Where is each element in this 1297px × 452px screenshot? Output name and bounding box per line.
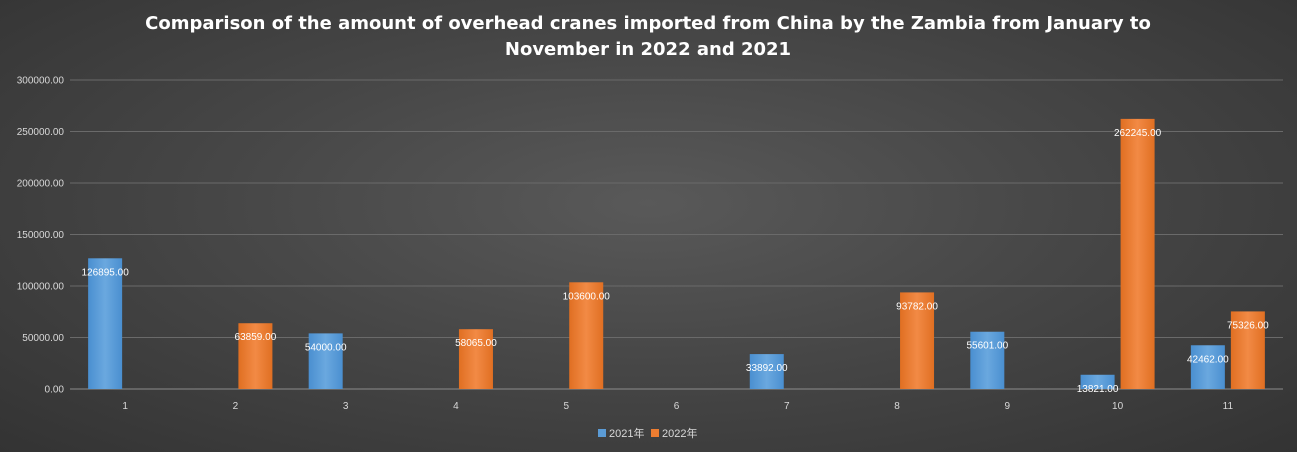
y-tick-label: 300000.00 <box>17 76 65 87</box>
bar-2021年-9 <box>970 331 1005 389</box>
data-label: 58065.00 <box>455 338 497 349</box>
data-label: 55601.00 <box>966 341 1008 352</box>
y-tick-label: 50000.00 <box>22 333 64 344</box>
bar-2021年-1 <box>88 258 123 389</box>
y-tick-label: 100000.00 <box>17 282 65 293</box>
data-labels: 126895.00 63859.00 54000.00 58065.00 103600.… <box>81 128 1269 395</box>
bar-2022年-10 <box>1120 118 1155 390</box>
legend-swatch <box>598 429 606 437</box>
data-label: 63859.00 <box>235 332 277 343</box>
bar-2022年-4 <box>458 329 493 389</box>
x-axis: 1 2 3 4 5 6 7 8 9 10 11 <box>122 401 1233 412</box>
data-label: 126895.00 <box>81 267 129 278</box>
data-label: 75326.00 <box>1227 320 1269 331</box>
bar-2021年-10 <box>1080 374 1115 389</box>
legend-label[interactable]: 2021年 <box>609 426 644 440</box>
chart-title-line-2: November in 2022 and 2021 <box>505 39 791 60</box>
x-tick-label: 6 <box>674 401 680 412</box>
bar-2022年-5 <box>569 282 604 389</box>
bar-2021年-11 <box>1190 345 1225 389</box>
data-label: 33892.00 <box>746 363 788 374</box>
data-label: 13821.00 <box>1077 384 1119 395</box>
x-tick-label: 3 <box>343 401 349 412</box>
data-label: 103600.00 <box>563 291 611 302</box>
y-tick-label: 0.00 <box>45 385 65 396</box>
x-tick-label: 5 <box>563 401 569 412</box>
y-tick-label: 200000.00 <box>17 179 65 190</box>
x-tick-label: 2 <box>233 401 239 412</box>
y-tick-label: 250000.00 <box>17 127 65 138</box>
y-axis: 0.00 50000.00 100000.00 150000.00 200000.00 2… <box>17 76 65 396</box>
data-label: 54000.00 <box>305 342 347 353</box>
x-tick-label: 11 <box>1223 401 1234 412</box>
bar-2022年-11 <box>1230 311 1265 389</box>
y-tick-label: 150000.00 <box>17 230 65 241</box>
bar-2022年-2 <box>238 323 273 389</box>
x-tick-label: 1 <box>122 401 128 412</box>
legend[interactable]: 2021年 2022年 <box>598 426 697 440</box>
legend-swatch <box>651 429 659 437</box>
bar-2021年-7 <box>749 354 784 389</box>
data-label: 93782.00 <box>896 301 938 312</box>
data-label: 262245.00 <box>1114 128 1162 139</box>
x-tick-label: 7 <box>784 401 790 412</box>
legend-label[interactable]: 2022年 <box>662 426 697 440</box>
x-tick-label: 4 <box>453 401 459 412</box>
chart-title-line-1: Comparison of the amount of overhead cra… <box>145 13 1151 34</box>
x-tick-label: 8 <box>894 401 900 412</box>
bars <box>88 118 1265 390</box>
bar-2022年-8 <box>900 292 935 389</box>
x-tick-label: 9 <box>1005 401 1011 412</box>
x-tick-label: 10 <box>1112 401 1124 412</box>
bar-2021年-3 <box>308 333 343 389</box>
data-label: 42462.00 <box>1187 354 1229 365</box>
